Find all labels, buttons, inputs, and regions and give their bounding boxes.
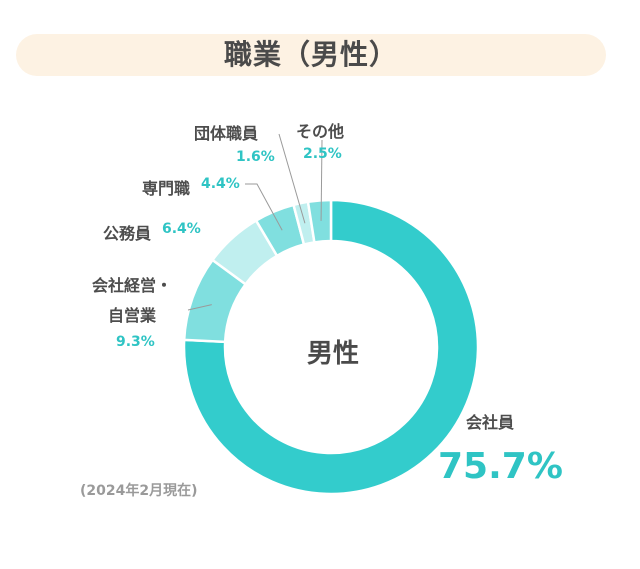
label-business-owner-line2: 自営業 <box>108 306 157 325</box>
leader-other <box>320 139 323 221</box>
label-business-owner-line1: 会社経営・ <box>92 276 173 295</box>
label-civil-servant: 公務員 <box>103 224 152 243</box>
pct-civil-servant: 6.4% <box>162 221 201 237</box>
label-company-employee: 会社員 <box>466 413 515 432</box>
center-label: 男性 <box>306 339 359 369</box>
slice-other <box>306 198 333 244</box>
label-organization-staff: 団体職員 <box>194 124 259 143</box>
leader-professional <box>245 183 283 231</box>
leader-business-owner <box>187 304 212 311</box>
label-other: その他 <box>296 122 345 141</box>
pct-professional: 4.4% <box>201 176 240 192</box>
pct-organization-staff: 1.6% <box>236 149 275 165</box>
slice-company-employee <box>182 198 480 496</box>
pct-other: 2.5% <box>303 146 342 162</box>
pct-business-owner: 9.3% <box>116 334 155 350</box>
chart-title: 職業（男性） <box>223 38 398 71</box>
title-bar: 職業（男性） <box>16 34 606 76</box>
leader-organization-staff <box>278 133 306 224</box>
date-note: (2024年2月現在) <box>80 483 198 499</box>
label-professional: 専門職 <box>142 179 191 198</box>
pct-company-employee: 75.7% <box>438 446 563 487</box>
